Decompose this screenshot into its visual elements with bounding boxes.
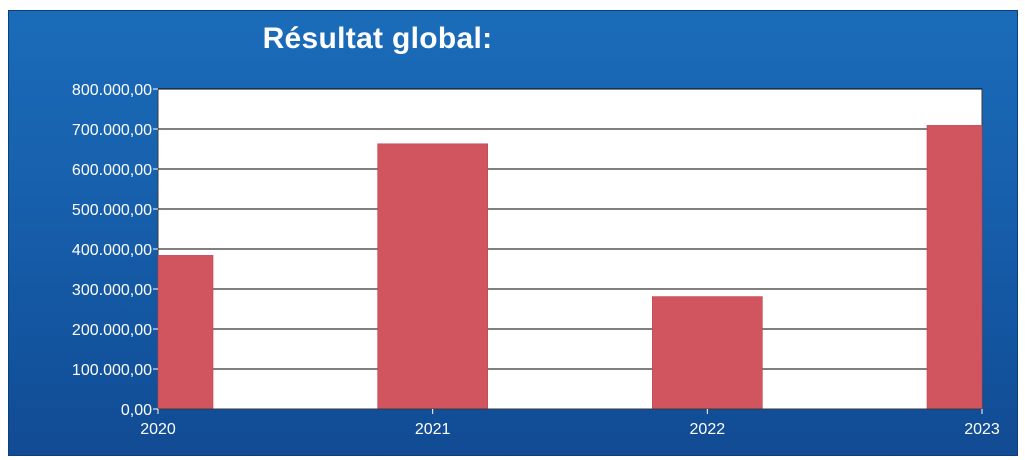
y-tick-label: 200.000,00 — [72, 322, 152, 339]
y-tick-label: 400.000,00 — [72, 242, 152, 259]
y-tick-label: 300.000,00 — [72, 282, 152, 299]
x-tick-label: 2021 — [415, 421, 451, 438]
bar-2021 — [377, 143, 488, 410]
bar-2022 — [652, 296, 763, 410]
y-tick-label: 0,00 — [121, 402, 152, 419]
bars — [157, 125, 983, 410]
y-tick-label: 500.000,00 — [72, 202, 152, 219]
y-tick-label: 100.000,00 — [72, 362, 152, 379]
x-tick-label: 2022 — [690, 421, 726, 438]
x-tick-label: 2020 — [140, 421, 176, 438]
y-axis-tick-labels: 0,00 100.000,00 200.000,00 300.000,00 400.00… — [72, 82, 152, 419]
axes — [153, 88, 983, 414]
y-tick-label: 700.000,00 — [72, 122, 152, 139]
y-tick-label: 800.000,00 — [72, 82, 152, 99]
bar-2020 — [157, 255, 214, 410]
bar-2023 — [926, 125, 983, 410]
x-axis-tick-labels: 2020 2021 2022 2023 — [140, 421, 1000, 438]
gridlines — [158, 88, 982, 370]
chart-title: Résultat global: — [262, 22, 493, 55]
x-tick-label: 2023 — [964, 421, 1000, 438]
y-tick-label: 600.000,00 — [72, 162, 152, 179]
